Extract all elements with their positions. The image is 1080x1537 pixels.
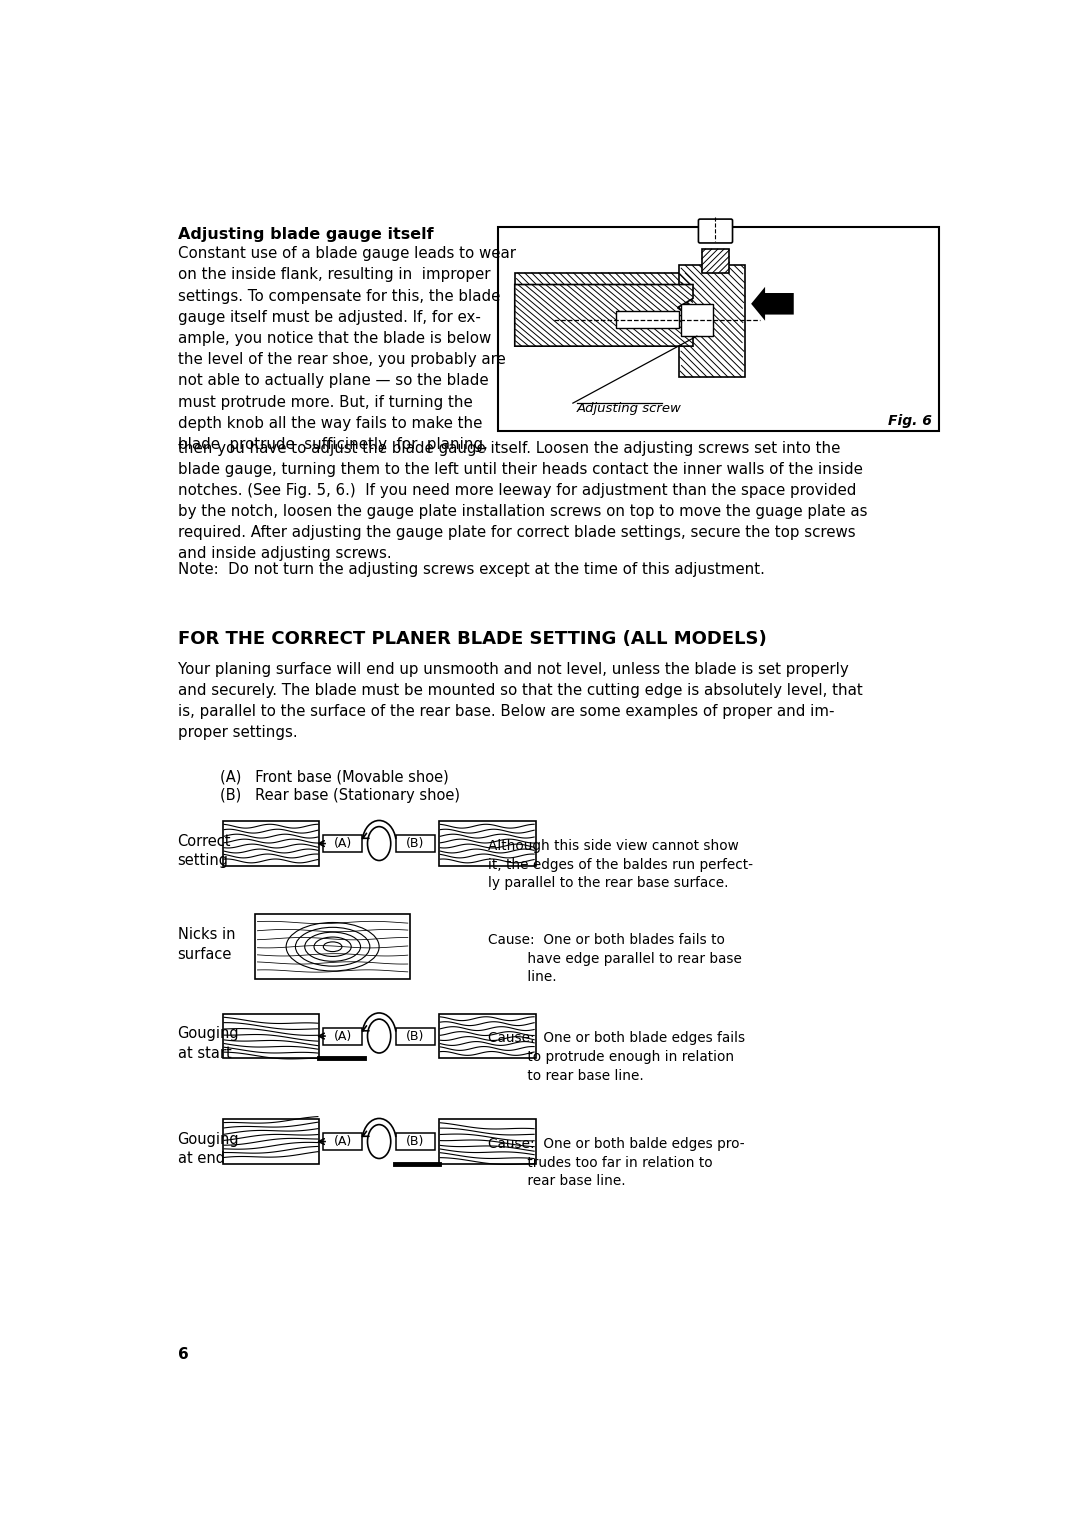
Text: Although this side view cannot show
it, the edges of the baldes run perfect-
ly : Although this side view cannot show it, … <box>488 839 753 890</box>
Bar <box>323 1133 362 1150</box>
Text: then you have to adjust the blade gauge itself. Loosen the adjusting screws set : then you have to adjust the blade gauge … <box>177 441 867 561</box>
Bar <box>680 304 713 337</box>
Text: Nicks in
surface: Nicks in surface <box>177 927 235 962</box>
Text: Correct
setting: Correct setting <box>177 833 231 868</box>
Ellipse shape <box>367 1019 391 1053</box>
Bar <box>255 915 410 979</box>
Text: Adjusting blade gauge itself: Adjusting blade gauge itself <box>177 227 433 241</box>
Bar <box>702 249 729 274</box>
Text: (B): (B) <box>406 1134 424 1148</box>
Bar <box>515 274 693 346</box>
Bar <box>222 1119 320 1164</box>
Bar <box>396 835 435 851</box>
Bar <box>222 821 320 865</box>
Bar <box>396 1133 435 1150</box>
Text: Adjusting screw: Adjusting screw <box>577 401 681 415</box>
Text: Fig. 6: Fig. 6 <box>888 413 932 427</box>
Bar <box>323 835 362 851</box>
Bar <box>323 1028 362 1045</box>
Polygon shape <box>751 287 794 321</box>
FancyBboxPatch shape <box>699 220 732 243</box>
Text: Cause:  One or both balde edges pro-
         trudes too far in relation to
    : Cause: One or both balde edges pro- trud… <box>488 1137 744 1188</box>
Text: Note:  Do not turn the adjusting screws except at the time of this adjustment.: Note: Do not turn the adjusting screws e… <box>177 561 765 576</box>
Ellipse shape <box>367 1125 391 1159</box>
Text: (B)   Rear base (Stationary shoe): (B) Rear base (Stationary shoe) <box>220 788 460 804</box>
Bar <box>222 1014 320 1059</box>
Polygon shape <box>515 284 693 346</box>
Text: Your planing surface will end up unsmooth and not level, unless the blade is set: Your planing surface will end up unsmoot… <box>177 662 862 739</box>
Bar <box>438 1014 536 1059</box>
Text: (A)   Front base (Movable shoe): (A) Front base (Movable shoe) <box>220 770 449 785</box>
Text: 6: 6 <box>177 1346 188 1362</box>
Bar <box>438 821 536 865</box>
Ellipse shape <box>367 827 391 861</box>
Bar <box>396 1028 435 1045</box>
Text: (B): (B) <box>406 838 424 850</box>
Bar <box>438 1119 536 1164</box>
Bar <box>679 266 745 377</box>
Text: (A): (A) <box>334 1134 352 1148</box>
Text: (A): (A) <box>334 1030 352 1042</box>
Text: Gouging
at end: Gouging at end <box>177 1131 240 1167</box>
Text: Gouging
at start: Gouging at start <box>177 1027 240 1061</box>
Text: FOR THE CORRECT PLANER BLADE SETTING (ALL MODELS): FOR THE CORRECT PLANER BLADE SETTING (AL… <box>177 630 767 647</box>
Bar <box>498 227 940 430</box>
Text: (A): (A) <box>334 838 352 850</box>
Bar <box>616 312 679 329</box>
Text: Constant use of a blade gauge leads to wear
on the inside flank, resulting in  i: Constant use of a blade gauge leads to w… <box>177 246 515 452</box>
Text: (B): (B) <box>406 1030 424 1042</box>
Text: Cause:  One or both blades fails to
         have edge parallel to rear base
   : Cause: One or both blades fails to have … <box>488 933 742 984</box>
Text: Cause:  One or both blade edges fails
         to protrude enough in relation
  : Cause: One or both blade edges fails to … <box>488 1031 745 1082</box>
